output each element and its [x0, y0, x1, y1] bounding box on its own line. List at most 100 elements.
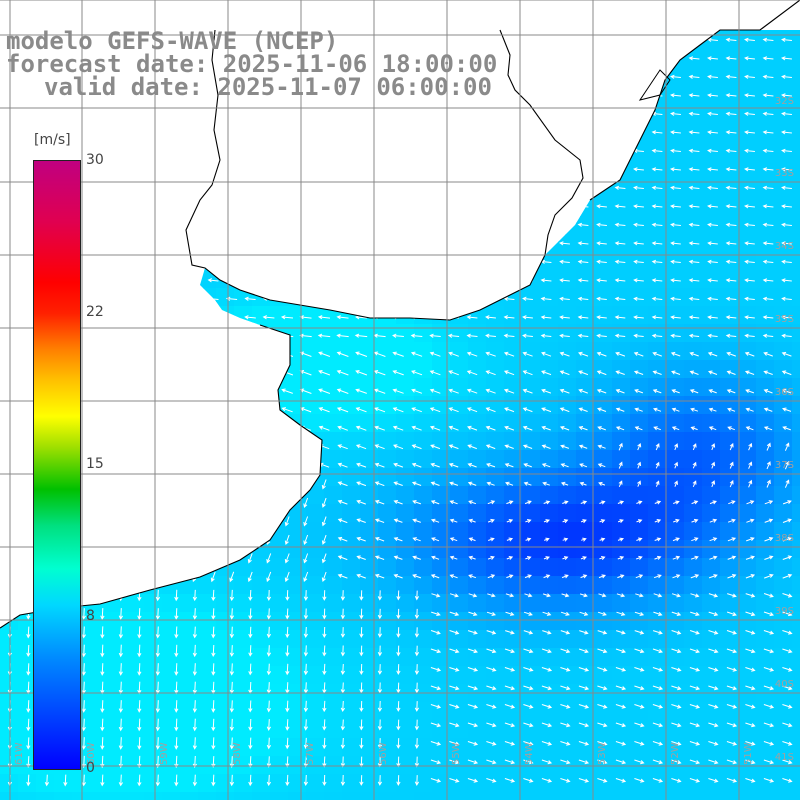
wind-arrow — [355, 351, 368, 357]
wind-arrow — [396, 627, 401, 638]
valid-date: valid date: 2025-11-07 06:00:00 — [44, 73, 492, 101]
wind-arrow — [599, 500, 606, 505]
wind-arrow — [229, 700, 234, 713]
wind-arrow — [670, 259, 681, 264]
wind-arrow — [578, 685, 590, 691]
wind-arrow — [411, 388, 423, 394]
wind-arrow — [634, 648, 645, 654]
wind-arrow — [617, 556, 625, 560]
wind-arrow — [688, 333, 700, 338]
wind-arrow — [781, 351, 792, 357]
wind-arrow — [562, 519, 569, 524]
wind-arrow — [284, 571, 290, 583]
wind-arrow — [707, 333, 718, 338]
wind-arrow — [671, 630, 682, 635]
wind-arrow — [355, 425, 367, 431]
wind-arrow — [284, 553, 290, 564]
wind-arrow — [711, 480, 716, 488]
wind-arrow — [727, 593, 737, 598]
wind-arrow — [468, 574, 477, 579]
colorbar-tick: 15 — [86, 456, 104, 472]
wind-arrow — [708, 389, 717, 394]
wind-arrow — [248, 645, 253, 657]
wind-arrow — [781, 204, 792, 209]
wind-arrow — [745, 778, 756, 783]
wind-arrow — [466, 333, 478, 338]
wind-arrow — [414, 775, 420, 786]
wind-arrow — [614, 278, 626, 283]
wind-arrow — [784, 479, 790, 488]
wind-arrow — [596, 370, 607, 376]
wind-arrow — [429, 370, 441, 376]
wind-arrow — [781, 93, 792, 98]
wind-arrow — [541, 667, 553, 672]
wind-arrow — [337, 536, 348, 542]
wind-arrow — [336, 407, 349, 413]
wind-arrow — [248, 737, 253, 750]
wind-arrow — [449, 704, 460, 709]
wind-arrow — [392, 351, 404, 357]
wind-arrow — [540, 315, 552, 320]
wind-arrow — [248, 774, 253, 787]
wind-arrow — [100, 608, 105, 620]
wind-arrow — [522, 351, 533, 357]
wind-arrow — [744, 296, 755, 301]
coastline — [185, 29, 584, 321]
wind-arrow — [764, 500, 774, 505]
wind-arrow — [615, 759, 627, 765]
wind-arrow — [578, 778, 590, 783]
wind-arrow — [689, 778, 701, 783]
wind-arrow — [707, 259, 718, 264]
wind-arrow — [634, 685, 645, 691]
wind-arrow — [781, 333, 792, 338]
wind-arrow — [503, 351, 515, 357]
wind-arrow — [633, 167, 644, 172]
wind-arrow — [781, 74, 792, 79]
wind-arrow — [748, 442, 753, 451]
wind-arrow — [506, 519, 514, 523]
wind-arrow — [543, 556, 550, 561]
wind-arrow — [633, 222, 644, 227]
wind-arrow — [651, 130, 663, 135]
wind-arrow — [597, 407, 607, 412]
wind-arrow — [486, 685, 497, 691]
wind-arrow — [266, 645, 272, 657]
wind-arrow — [410, 333, 423, 338]
wind-arrow — [762, 241, 774, 246]
wind-arrow — [321, 534, 327, 545]
wind-arrow — [559, 296, 570, 301]
wind-arrow — [356, 573, 366, 579]
wind-arrow — [374, 444, 385, 450]
wind-arrow — [359, 737, 364, 750]
wind-arrow — [118, 700, 123, 713]
wind-arrow — [729, 461, 734, 469]
wind-arrow — [727, 574, 737, 579]
latitude-label: 41S — [775, 752, 794, 763]
wind-arrow — [81, 700, 86, 713]
wind-arrow — [155, 608, 161, 620]
wind-arrow — [430, 759, 442, 765]
wind-arrow — [655, 480, 660, 487]
wind-arrow — [467, 722, 479, 728]
wind-arrow — [26, 718, 31, 732]
wind-arrow — [396, 738, 401, 749]
wind-arrow — [118, 774, 124, 787]
wind-arrow — [671, 407, 680, 412]
wind-arrow — [614, 222, 626, 227]
wind-arrow — [359, 627, 364, 638]
wind-arrow — [782, 593, 793, 598]
wind-arrow — [562, 500, 569, 505]
wind-arrow — [524, 574, 532, 579]
wind-arrow — [689, 741, 701, 746]
wind-arrow — [744, 351, 755, 357]
wind-arrow — [430, 667, 442, 672]
wind-arrow — [430, 574, 440, 579]
wind-arrow — [596, 241, 607, 246]
wind-arrow — [690, 574, 700, 579]
wind-arrow — [192, 626, 198, 639]
wind-arrow — [137, 755, 142, 769]
wind-arrow — [637, 461, 642, 469]
wind-arrow — [671, 648, 682, 654]
wind-arrow — [377, 590, 383, 601]
wind-arrow — [763, 407, 773, 412]
